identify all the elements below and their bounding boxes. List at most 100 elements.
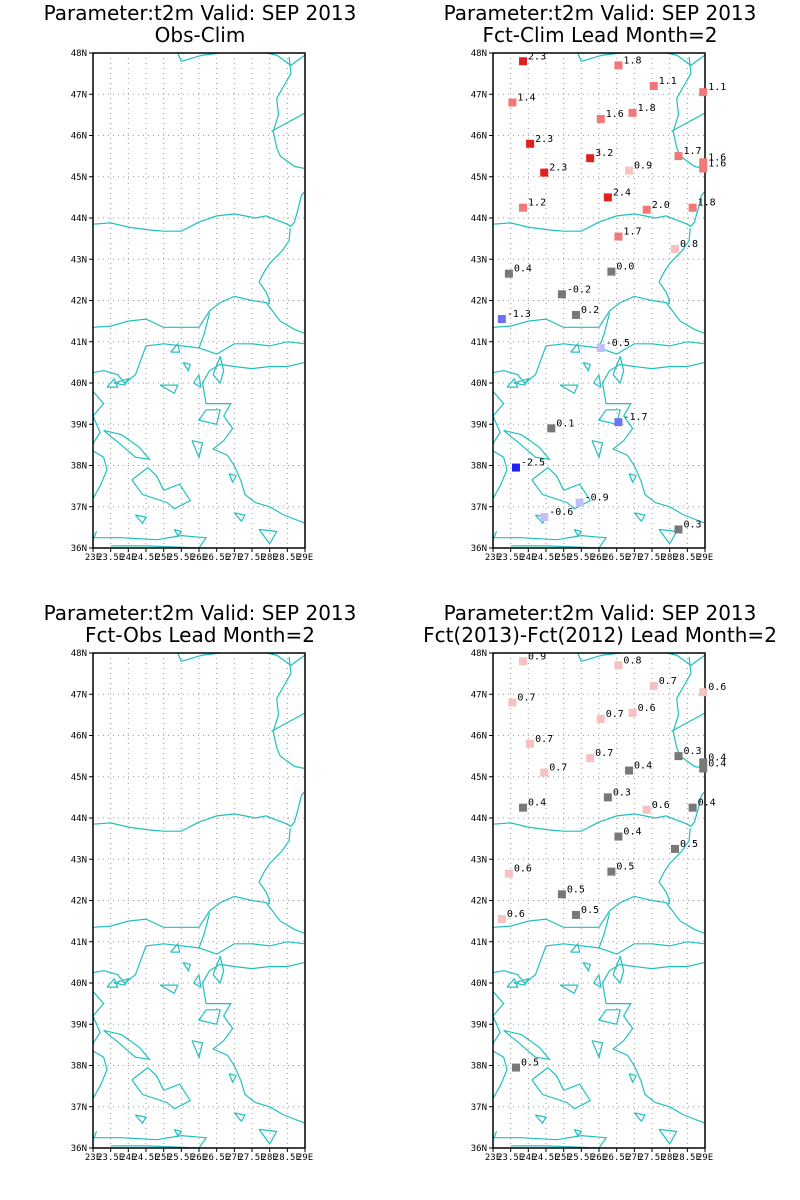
coastline xyxy=(93,295,267,328)
station-value-label: 0.6 xyxy=(638,703,656,714)
x-tick-label: 24E xyxy=(520,553,536,563)
station-marker xyxy=(547,424,556,433)
coastline xyxy=(201,370,305,524)
station-value-label: -0.2 xyxy=(567,284,591,295)
station-value-label: 0.1 xyxy=(556,418,574,429)
coastline xyxy=(503,1029,551,1061)
coastline xyxy=(182,361,191,373)
station-marker xyxy=(519,203,528,212)
y-tick-label: 40N xyxy=(71,979,87,989)
coastline xyxy=(665,53,705,67)
station-value-label: 1.6 xyxy=(708,159,726,170)
panel-fct-clim: Parameter:t2m Valid: SEP 2013 Fct-Clim L… xyxy=(400,0,800,600)
x-tick-label: 26E xyxy=(191,553,207,563)
station-value-label: 0.3 xyxy=(613,787,631,798)
coastline xyxy=(134,1114,147,1125)
station-value-label: 1.8 xyxy=(623,55,641,66)
coastline xyxy=(258,828,291,905)
y-tick-label: 36N xyxy=(471,1144,487,1154)
coastline xyxy=(198,1009,221,1026)
coastline xyxy=(671,112,705,132)
station-marker xyxy=(519,57,528,66)
x-tick-label: 28E xyxy=(662,553,678,563)
station-value-label: 1.7 xyxy=(623,227,641,238)
station-marker xyxy=(603,793,612,802)
y-tick-label: 42N xyxy=(471,897,487,907)
coastline xyxy=(93,534,208,548)
station-marker xyxy=(699,88,708,97)
x-tick-label: 24E xyxy=(120,1153,136,1163)
coastline xyxy=(570,942,581,953)
station-value-label: 0.6 xyxy=(507,909,525,920)
y-tick-label: 46N xyxy=(471,132,487,142)
coastline xyxy=(506,377,519,388)
y-tick-label: 44N xyxy=(71,814,87,824)
coastline xyxy=(598,312,705,355)
coastline xyxy=(591,1040,604,1060)
station-value-label: 0.9 xyxy=(634,161,652,172)
y-tick-label: 39N xyxy=(471,1020,487,1030)
station-marker xyxy=(674,525,683,534)
coastline xyxy=(559,984,579,995)
y-tick-label: 43N xyxy=(71,255,87,265)
x-tick-label: 28E xyxy=(262,1153,278,1163)
station-marker xyxy=(575,498,584,507)
y-tick-label: 39N xyxy=(471,420,487,430)
station-value-label: 0.3 xyxy=(684,746,702,757)
x-tick-label: 23.5E xyxy=(97,553,124,563)
x-tick-label: 28.5E xyxy=(674,1153,701,1163)
coastline xyxy=(658,1128,678,1146)
coastline xyxy=(103,429,151,461)
coastline xyxy=(672,657,705,770)
coastline xyxy=(134,514,147,525)
station-marker xyxy=(688,803,697,812)
x-tick-label: 25E xyxy=(556,553,572,563)
panel-title-line2: Fct-Obs Lead Month=2 xyxy=(85,623,315,647)
x-tick-label: 26.5E xyxy=(203,553,230,563)
station-value-label: 1.2 xyxy=(528,198,546,209)
station-marker xyxy=(540,513,549,522)
coastline xyxy=(493,943,600,984)
coastline xyxy=(534,1114,547,1125)
x-tick-label: 25.5E xyxy=(168,553,195,563)
coastline xyxy=(170,942,181,953)
coastline xyxy=(182,961,191,973)
panel-title-line2: Fct-Clim Lead Month=2 xyxy=(482,23,718,47)
coastline xyxy=(628,473,637,484)
station-value-label: 1.6 xyxy=(708,152,726,163)
station-marker xyxy=(586,154,595,163)
coastline xyxy=(612,355,625,385)
station-marker xyxy=(674,752,683,761)
coastline xyxy=(592,974,602,989)
station-value-label: 0.7 xyxy=(595,748,613,759)
station-value-label: 0.6 xyxy=(514,864,532,875)
station-marker xyxy=(504,869,513,878)
coastline xyxy=(493,343,600,384)
coastline xyxy=(665,653,705,667)
station-value-label: -1.3 xyxy=(507,309,531,320)
y-tick-label: 47N xyxy=(471,690,487,700)
x-tick-label: 26E xyxy=(191,1153,207,1163)
coastlines xyxy=(493,653,705,1148)
station-value-label: 0.4 xyxy=(514,264,532,275)
coastline xyxy=(272,657,305,770)
coastline xyxy=(93,343,200,384)
x-tick-label: 26.5E xyxy=(603,1153,630,1163)
x-tick-label: 24.5E xyxy=(532,553,559,563)
coastline xyxy=(93,895,267,928)
station-value-label: 1.6 xyxy=(606,109,624,120)
station-value-label: 3.2 xyxy=(595,148,613,159)
station-value-label: 0.4 xyxy=(634,761,652,772)
x-tick-label: 28E xyxy=(262,553,278,563)
coastline xyxy=(598,912,705,955)
y-tick-label: 41N xyxy=(71,938,87,948)
station-value-label: 1.7 xyxy=(684,146,702,157)
station-marker xyxy=(625,766,634,775)
coastline xyxy=(570,342,581,353)
x-tick-label: 27.5E xyxy=(638,553,665,563)
y-tick-label: 42N xyxy=(71,297,87,307)
x-tick-label: 25E xyxy=(156,1153,172,1163)
coastline xyxy=(272,57,305,170)
coastline xyxy=(212,355,225,385)
y-tick-label: 45N xyxy=(471,173,487,183)
